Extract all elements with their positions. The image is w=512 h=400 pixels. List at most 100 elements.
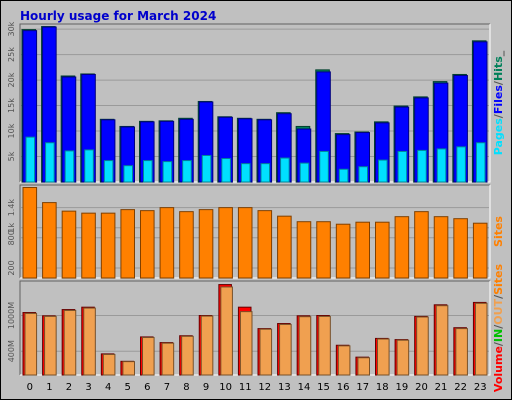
bar-pages (338, 168, 349, 183)
legend-part: / (492, 341, 505, 346)
x-tick-label: 11 (239, 382, 252, 393)
bar-pages (64, 150, 75, 183)
bar-pages (240, 163, 251, 183)
bar-volume-out (318, 315, 331, 376)
legend-part: _ (492, 50, 505, 56)
x-tick-label: 17 (356, 382, 369, 393)
chart-panels: 5k10k15k20k25k30kPages/Files/Hits_200800… (7, 21, 505, 392)
legend-part: Pages (492, 118, 505, 156)
x-tick-label: 9 (203, 382, 209, 393)
bar-sites (316, 221, 331, 279)
bar-sites (375, 221, 390, 279)
bar-volume-out (24, 312, 38, 376)
bar-pages (143, 160, 153, 183)
x-tick-label: 15 (317, 382, 330, 393)
bar-pages (182, 160, 192, 183)
bar-pages (417, 149, 427, 183)
bar-volume-out (455, 328, 468, 376)
bar-sites (159, 207, 175, 279)
bar-pages (319, 150, 329, 183)
bar-volume-out (377, 338, 390, 376)
bar-sites (237, 207, 253, 279)
bar-volume-out (200, 315, 214, 376)
bar-pages (456, 146, 466, 183)
bar-volume-out (298, 316, 312, 376)
bar-volume-out (435, 305, 449, 376)
bar-volume-out (220, 286, 233, 376)
x-tick-label: 2 (66, 382, 72, 393)
bar-pages (475, 142, 486, 183)
bar-sites (179, 211, 194, 279)
bar-sites (198, 209, 214, 279)
x-tick-label: 12 (258, 382, 271, 393)
x-tick-label: 4 (105, 382, 111, 393)
legend-part: IN (492, 329, 505, 342)
legend-part: / (492, 324, 505, 329)
bar-volume-out (416, 316, 429, 376)
panel-bevel-dark (19, 23, 490, 182)
panel-bevel-light (20, 281, 491, 376)
bar-volume-out (239, 311, 253, 376)
bar-pages (260, 163, 271, 183)
bar-sites (100, 212, 116, 279)
x-tick-label: 5 (125, 382, 131, 393)
bar-volume-out (396, 339, 410, 376)
panel-bevel-light (20, 24, 491, 183)
bar-volume-out (181, 335, 194, 376)
y-tick-label: 25k (7, 47, 16, 62)
x-tick-label: 19 (396, 382, 409, 393)
panel-background (20, 281, 490, 375)
bar-sites (42, 202, 57, 279)
y-tick-label: 1000M (7, 302, 16, 329)
bar-sites (218, 207, 233, 279)
x-tick-label: 1 (46, 382, 52, 393)
x-axis: 0 1 2 3 4 5 6 7 8 9 10 11 12 13 14 15 16 17 18 19 20 21 22 23 (27, 382, 487, 393)
bar-sites (472, 222, 488, 279)
bar-pages (84, 149, 94, 183)
chart-title: Hourly usage for March 2024 (20, 9, 216, 23)
y-tick-label: 15k (7, 98, 16, 113)
bar-pages (201, 154, 212, 183)
bar-volume-out (142, 337, 155, 376)
legend-part: / (492, 80, 505, 85)
bar-volume-out (83, 307, 96, 376)
bar-pages (103, 160, 114, 183)
bar-volume-out (161, 342, 175, 376)
bar-pages (378, 159, 388, 183)
panel-background (20, 24, 490, 182)
bar-pages (162, 161, 173, 183)
x-tick-label: 23 (474, 382, 487, 393)
legend-part: / (492, 294, 505, 299)
bar-volume-out (122, 361, 135, 376)
legend-part: Hits (492, 56, 505, 81)
panel-legend-label: Volume/IN/OUT/Sites (492, 263, 505, 392)
bar-pages (123, 165, 133, 183)
x-tick-label: 6 (144, 382, 150, 393)
bar-volume-out (279, 323, 292, 376)
panel-background (20, 185, 490, 278)
bar-volume-out (102, 353, 116, 376)
bar-sites (414, 211, 429, 279)
bar-sites (140, 210, 155, 279)
x-tick-label: 21 (435, 382, 448, 393)
bar-pages (358, 166, 368, 183)
panel-legend-label: Pages/Files/Hits_ (492, 50, 505, 155)
x-tick-label: 18 (376, 382, 389, 393)
x-tick-label: 13 (278, 382, 291, 393)
legend-part: Files (492, 85, 505, 115)
x-tick-label: 0 (27, 382, 33, 393)
y-tick-label: 30k (7, 21, 16, 36)
y-tick-label: 1k (7, 223, 16, 233)
bar-volume-out (63, 309, 77, 376)
bar-volume-out (337, 345, 351, 376)
bar-sites (257, 210, 273, 279)
bar-pages (280, 157, 290, 183)
panel-legend-label: Sites (492, 216, 505, 247)
x-tick-label: 8 (183, 382, 189, 393)
bar-sites (120, 209, 135, 279)
panel-bevel-light (20, 185, 491, 279)
